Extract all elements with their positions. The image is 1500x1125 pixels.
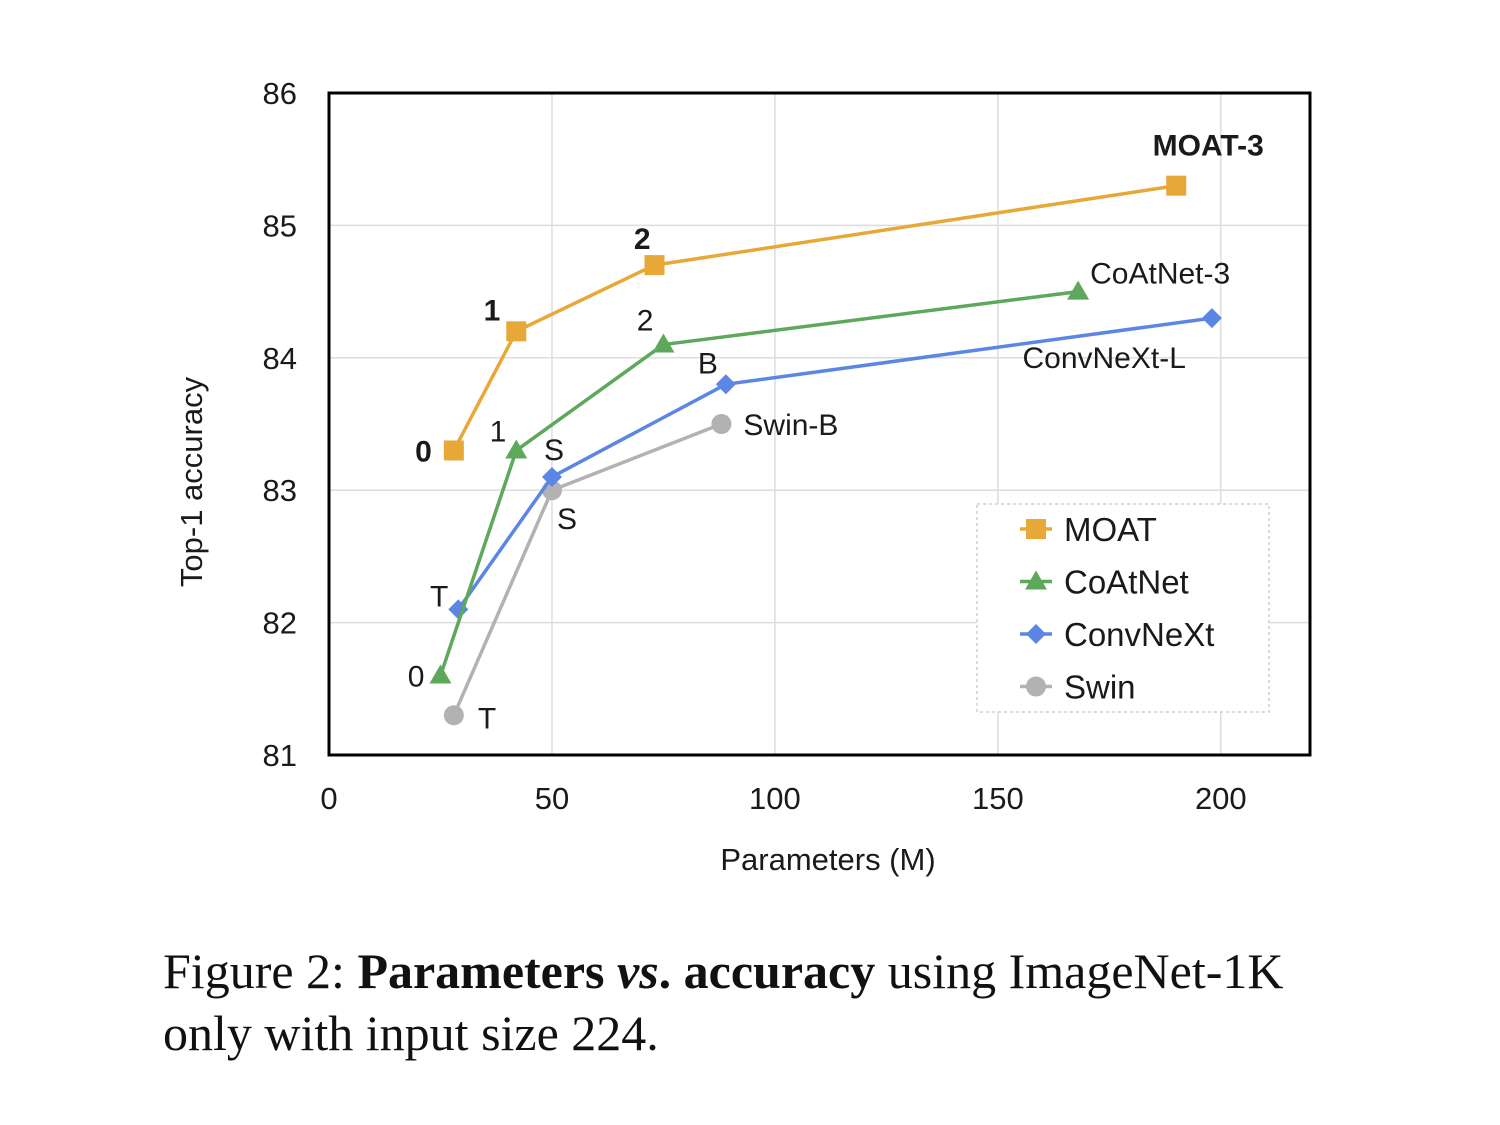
point-label-coatnet-0: 0 (408, 661, 425, 694)
series-line-swin (452, 422, 723, 716)
legend-label-moat: MOAT (1064, 511, 1157, 548)
point-labels: T S Swin-B T S B ConvNeXt-L 0 1 2 CoAtNet-3 0 1 2 MOAT… (408, 130, 1264, 736)
series-swin (443, 414, 732, 726)
y-tick-81: 81 (263, 738, 297, 773)
plot-frame (327, 91, 1312, 757)
point-label-convnext-1: S (544, 434, 564, 467)
point-moat-3 (1166, 175, 1187, 196)
legend-marker-moat (1026, 519, 1046, 539)
x-tick-50: 50 (535, 781, 569, 816)
chart: T S Swin-B T S B ConvNeXt-L 0 1 2 CoAtNet-3 0 1 2 MOAT… (174, 76, 1312, 877)
legend: MOAT CoAtNet ConvNeXt Swin (976, 503, 1270, 713)
point-moat-0 (443, 440, 464, 461)
y-tick-84: 84 (263, 341, 297, 376)
series-moat (443, 175, 1187, 461)
point-coatnet-1 (505, 439, 528, 459)
point-coatnet-3 (1067, 280, 1090, 300)
y-axis-title: Top-1 accuracy (174, 376, 209, 587)
point-label-convnext-2: B (698, 347, 718, 380)
point-label-convnext-3: ConvNeXt-L (1022, 342, 1185, 375)
legend-label-convnext: ConvNeXt (1064, 616, 1214, 653)
caption-bold-1: Parameters (357, 943, 618, 999)
y-tick-82: 82 (263, 606, 297, 641)
caption-italic: vs (617, 943, 659, 999)
series-layer (429, 175, 1222, 726)
caption-bold-2: . accuracy (658, 943, 876, 999)
series-line-coatnet (438, 289, 1079, 677)
x-tick-200: 200 (1195, 781, 1247, 816)
legend-label-coatnet: CoAtNet (1064, 564, 1189, 601)
legend-marker-swin (1026, 676, 1046, 697)
legend-label-swin: Swin (1064, 669, 1136, 706)
point-convnext-2 (715, 374, 736, 395)
series-line-convnext (456, 316, 1213, 611)
point-swin-2 (711, 414, 732, 434)
caption-prefix: Figure 2: (163, 943, 358, 999)
x-tick-100: 100 (749, 781, 801, 816)
point-label-moat-2: 2 (634, 223, 651, 256)
point-label-moat-1: 1 (484, 294, 501, 327)
point-coatnet-0 (429, 664, 452, 684)
point-label-swin-0: T (478, 702, 496, 735)
series-coatnet (429, 280, 1090, 684)
figure-caption: Figure 2: Parameters vs. accuracy using … (163, 940, 1363, 1064)
series-convnext (448, 308, 1222, 620)
point-convnext-1 (541, 466, 562, 487)
point-label-swin-2: Swin-B (743, 409, 838, 442)
x-axis-title: Parameters (M) (720, 842, 935, 877)
legend-marker-coatnet (1025, 570, 1047, 590)
point-moat-2 (644, 255, 665, 276)
point-label-moat-0: 0 (415, 435, 432, 468)
y-tick-86: 86 (263, 76, 297, 111)
point-moat-1 (506, 321, 527, 342)
point-label-coatnet-1: 1 (490, 415, 507, 448)
legend-box (976, 503, 1270, 713)
point-coatnet-2 (652, 333, 675, 353)
x-tick-0: 0 (320, 781, 337, 816)
point-label-moat-3: MOAT-3 (1153, 130, 1264, 163)
point-label-convnext-0: T (430, 580, 448, 613)
point-label-coatnet-3: CoAtNet-3 (1090, 258, 1230, 291)
point-label-coatnet-2: 2 (637, 305, 654, 338)
y-tick-85: 85 (263, 208, 297, 243)
point-label-swin-1: S (557, 503, 577, 536)
y-tick-83: 83 (263, 473, 297, 508)
series-line-moat (452, 183, 1177, 452)
x-tick-150: 150 (972, 781, 1024, 816)
caption-rest: using ImageNet-1K only with input size 2… (163, 943, 1284, 1061)
point-convnext-3 (1201, 308, 1222, 329)
legend-marker-convnext (1026, 624, 1046, 644)
point-swin-0 (443, 705, 464, 726)
